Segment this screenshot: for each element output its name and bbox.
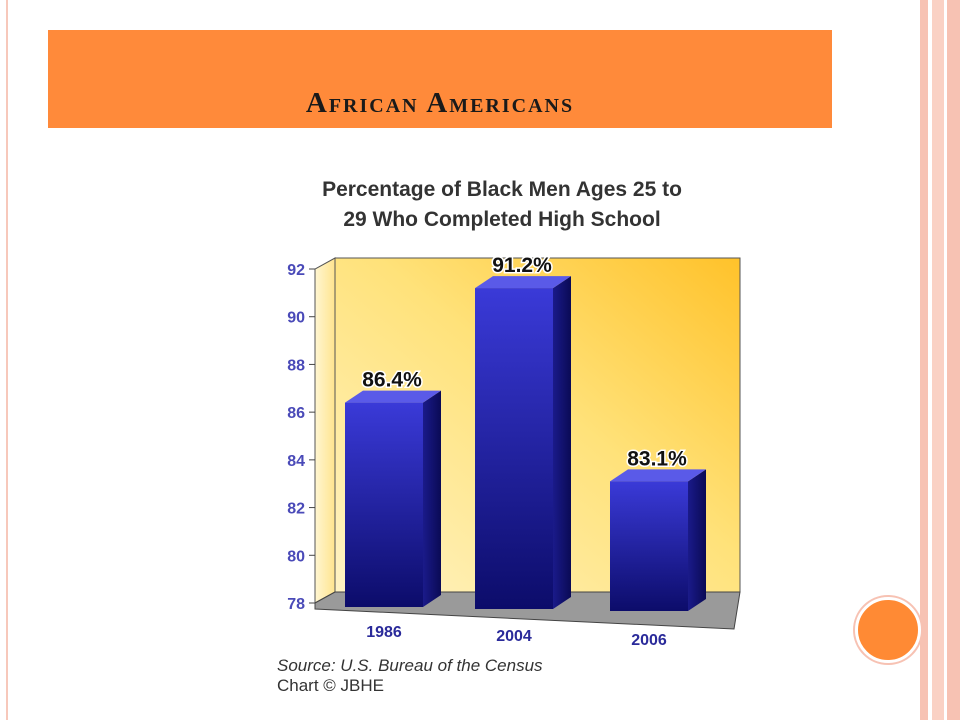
- bar: [475, 288, 553, 609]
- y-tick-label: 92: [287, 262, 305, 279]
- chart-left-wall: [314, 257, 336, 604]
- bar-top: [475, 276, 571, 289]
- bar-data-label: 86.4%: [362, 369, 422, 392]
- bar: [345, 402, 423, 607]
- decorative-stripe: [928, 0, 932, 720]
- chart-title-line-2: 29 Who Completed High School: [343, 208, 661, 231]
- decorative-stripe: [932, 0, 944, 720]
- chart-title-line-1: Percentage of Black Men Ages 25 to: [322, 178, 682, 201]
- chart-source: Source: U.S. Bureau of the Census: [277, 656, 543, 675]
- slide-title: African Americans: [305, 87, 575, 119]
- decorative-stripe: [947, 0, 960, 720]
- chart-credit: Chart © JBHE: [277, 676, 384, 695]
- decorative-stripe: [944, 0, 947, 720]
- y-tick-label: 80: [287, 548, 305, 565]
- y-tick-label: 86: [287, 405, 305, 422]
- y-tick-label: 78: [287, 596, 305, 613]
- bar-chart: 78 80 82 84 86 88 90 92 86.4% 1986 91.2% 2004 83.1% 2…: [287, 253, 741, 649]
- decorative-dot: [855, 597, 921, 663]
- y-tick-label: 84: [287, 453, 305, 470]
- x-tick-label: 1986: [366, 624, 402, 641]
- y-tick-label: 82: [287, 501, 305, 518]
- chart-title: Percentage of Black Men Ages 25 to 29 Wh…: [262, 175, 742, 235]
- y-tick-label: 90: [287, 310, 305, 327]
- bar: [610, 481, 688, 611]
- left-border-line: [6, 0, 8, 720]
- x-tick-label: 2006: [631, 632, 667, 649]
- bar-top: [345, 390, 441, 403]
- bar-top: [610, 469, 706, 482]
- bar-data-label: 91.2%: [492, 254, 552, 277]
- decorative-stripe: [920, 0, 928, 720]
- bar-side: [423, 390, 441, 607]
- y-tick-label: 88: [287, 357, 305, 374]
- bar-side: [553, 276, 571, 609]
- bar-data-label: 83.1%: [627, 447, 687, 470]
- title-bar: African Americans: [48, 30, 832, 128]
- x-tick-label: 2004: [496, 628, 532, 645]
- bar-side: [688, 469, 706, 611]
